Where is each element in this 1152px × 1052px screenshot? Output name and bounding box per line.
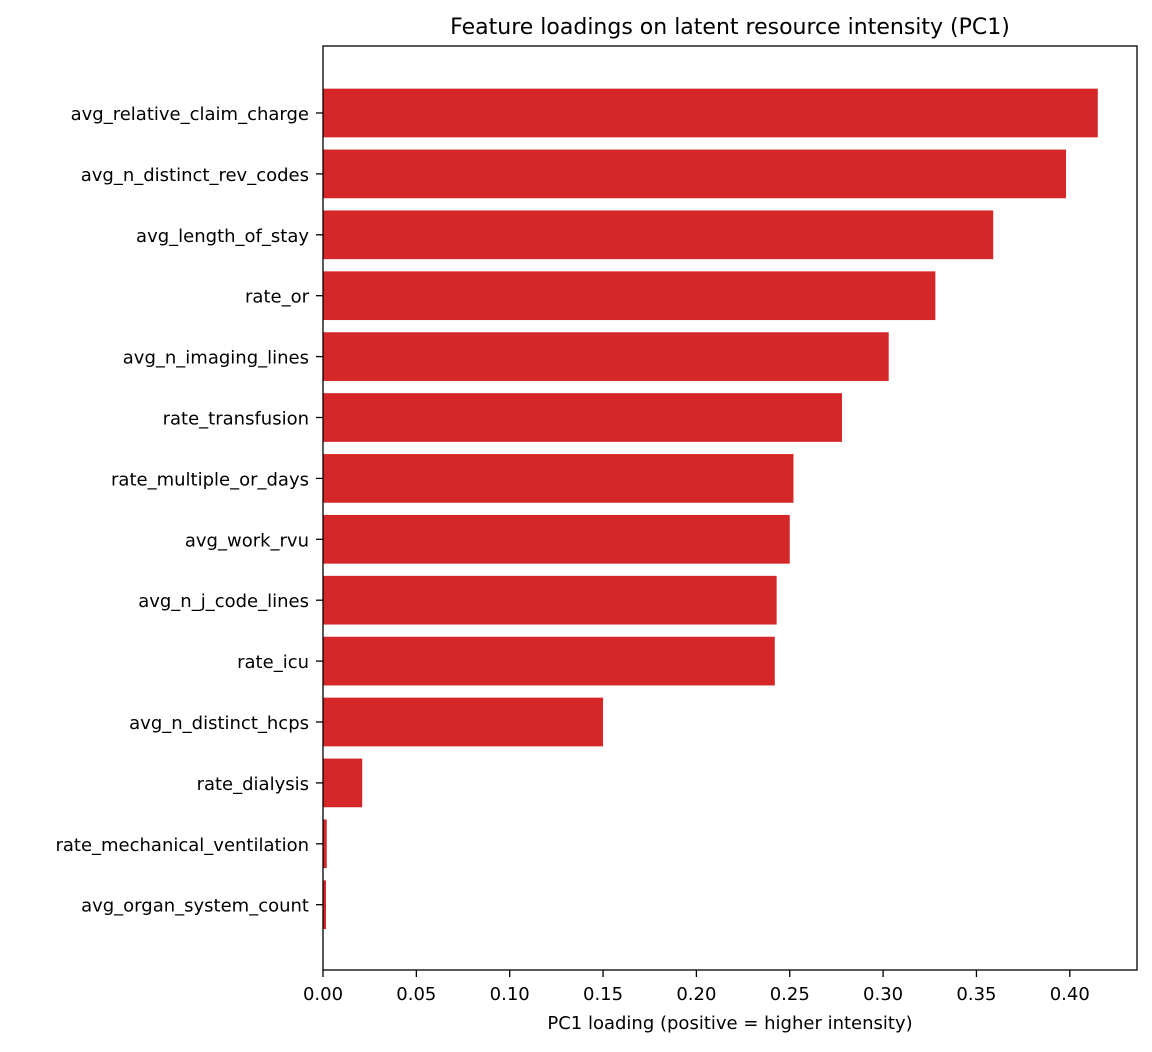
x-tick-label: 0.20 [676, 984, 716, 1005]
y-tick-label: avg_n_distinct_hcps [129, 713, 309, 734]
bar-rate_icu [323, 636, 775, 686]
bar-rate_multiple_or_days [323, 454, 794, 503]
y-tick-label: avg_organ_system_count [81, 896, 309, 917]
bar-rate_transfusion [323, 393, 843, 442]
y-tick-label: avg_n_j_code_lines [138, 591, 309, 612]
bar-avg_length_of_stay [323, 210, 994, 260]
bar-avg_n_imaging_lines [323, 332, 889, 381]
y-tick-label: rate_dialysis [197, 774, 309, 795]
x-tick-label: 0.40 [1050, 984, 1090, 1005]
y-tick-label: avg_n_distinct_rev_codes [81, 165, 309, 186]
bar-avg_relative_claim_charge [323, 88, 1098, 138]
x-tick-label: 0.35 [956, 984, 996, 1005]
y-tick-label: rate_transfusion [163, 409, 309, 430]
y-tick-label: avg_n_imaging_lines [123, 348, 309, 369]
bar-avg_n_distinct_rev_codes [323, 149, 1067, 199]
bar-rate_mechanical_ventilation [323, 819, 327, 869]
y-tick-label: avg_work_rvu [185, 530, 309, 551]
bar-avg_work_rvu [323, 514, 790, 564]
y-tick-label: avg_relative_claim_charge [71, 104, 309, 125]
bar-avg_n_j_code_lines [323, 575, 777, 625]
y-tick-label: rate_mechanical_ventilation [55, 835, 309, 856]
x-tick-label: 0.10 [490, 984, 530, 1005]
y-tick-label: avg_length_of_stay [136, 226, 309, 247]
x-tick-label: 0.05 [396, 984, 436, 1005]
chart-title: Feature loadings on latent resource inte… [450, 15, 1010, 40]
bar-rate_dialysis [323, 758, 363, 808]
x-tick-label: 0.00 [303, 984, 343, 1005]
x-tick-label: 0.15 [583, 984, 623, 1005]
plot-frame [322, 45, 1138, 971]
bar-rate_or [323, 271, 936, 321]
y-tick-label: rate_icu [237, 652, 309, 673]
x-tick-label: 0.25 [770, 984, 810, 1005]
y-tick-label: rate_multiple_or_days [111, 469, 309, 490]
bar-avg_n_distinct_hcps [323, 697, 604, 747]
bar-avg_organ_system_count [323, 880, 326, 930]
y-tick-label: rate_or [245, 287, 310, 308]
x-tick-label: 0.30 [863, 984, 903, 1005]
x-axis-label: PC1 loading (positive = higher intensity… [547, 1013, 912, 1034]
